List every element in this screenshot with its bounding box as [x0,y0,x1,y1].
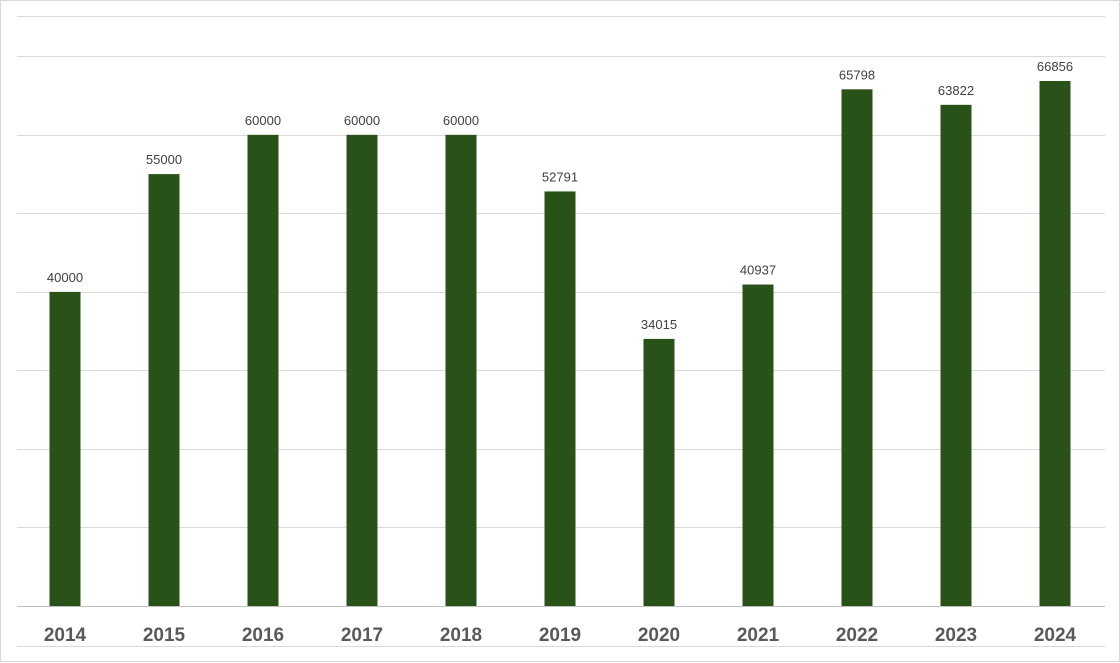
bar-2019 [544,191,576,607]
bar-2016 [247,134,279,606]
data-label-2021: 40937 [740,263,776,278]
data-label-2017: 60000 [344,113,380,128]
bar-2021 [742,284,774,606]
bar-2023 [940,104,972,607]
data-label-2022: 65798 [839,67,875,82]
bar-2020 [643,338,675,606]
x-tick-label-2014: 2014 [44,625,87,646]
x-tick-label-2019: 2019 [539,625,581,646]
bar-2015 [148,174,180,606]
data-label-2019: 52791 [542,169,578,184]
bar-2024 [1039,81,1071,606]
x-tick-label-2020: 2020 [638,625,680,646]
bar-2014 [49,291,81,606]
data-label-2024: 66856 [1037,59,1073,74]
x-tick-label-2022: 2022 [836,625,878,646]
x-axis-tick-labels: 2014 2015 2016 2017 2018 2019 2020 2021 2022 2023… [44,625,1077,646]
x-tick-label-2021: 2021 [737,625,780,646]
data-label-2014: 40000 [47,270,83,285]
x-tick-label-2017: 2017 [341,625,383,646]
data-labels: 40000 55000 60000 60000 60000 52791 34015 40937… [47,59,1073,332]
data-label-2016: 60000 [245,113,281,128]
x-tick-label-2018: 2018 [440,625,482,646]
bars [49,81,1071,607]
bar-2017 [346,134,378,606]
x-tick-label-2023: 2023 [935,625,977,646]
bar-2022 [841,89,873,606]
data-label-2023: 63822 [938,83,974,98]
data-label-2015: 55000 [146,152,182,167]
x-tick-label-2016: 2016 [242,625,284,646]
data-label-2018: 60000 [443,113,479,128]
data-label-2020: 34015 [641,317,677,332]
x-tick-label-2015: 2015 [143,625,186,646]
bar-2018 [445,134,477,606]
x-tick-label-2024: 2024 [1034,625,1077,646]
